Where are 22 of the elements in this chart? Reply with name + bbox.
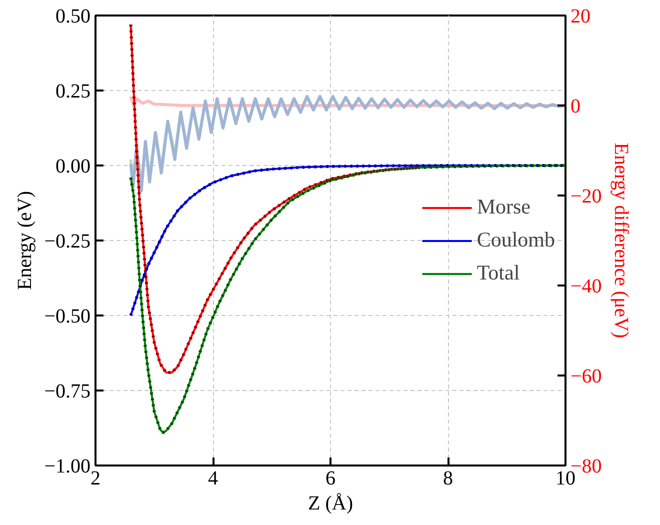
y-tick-label: −1.00: [44, 456, 90, 478]
y2-tick-label: 20: [570, 6, 590, 28]
y2-tick-label: 0: [570, 96, 580, 118]
legend-label: Coulomb: [476, 228, 555, 252]
y2-axis-title: Energy difference (μeV): [610, 142, 632, 338]
y2-tick-label: −20: [570, 186, 602, 208]
legend-label: Morse: [476, 194, 530, 220]
y-tick-label: −0.50: [44, 306, 90, 328]
y-tick-label: 0.50: [56, 6, 90, 28]
x-tick-label: 4: [208, 468, 218, 490]
y-tick-label: 0.00: [56, 156, 90, 178]
x-tick-label: 8: [443, 468, 453, 490]
y2-tick-label: −40: [570, 276, 602, 298]
y-tick-label: −0.75: [44, 380, 90, 402]
y-tick-label: −0.25: [44, 230, 90, 252]
x-tick-label: 2: [90, 468, 100, 490]
y-axis-title: Energy (eV): [14, 190, 36, 290]
x-tick-label: 6: [326, 468, 336, 490]
y2-tick-label: −60: [570, 366, 602, 388]
legend-label: Total: [476, 260, 520, 286]
x-axis-title: Z (Å): [308, 492, 353, 514]
y-tick-label: 0.25: [56, 80, 90, 102]
